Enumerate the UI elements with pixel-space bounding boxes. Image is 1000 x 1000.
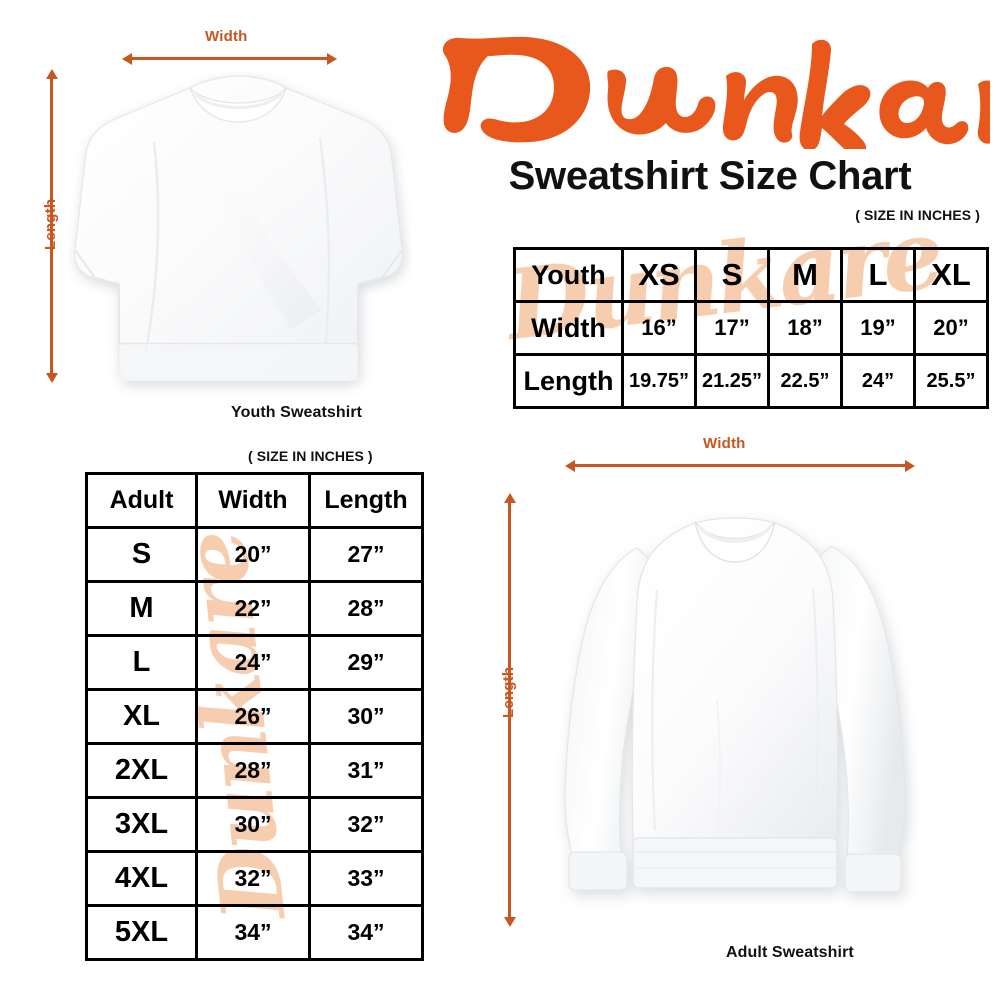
adult-width-2xl: 28” <box>195 742 311 799</box>
chart-title: Sweatshirt Size Chart <box>508 154 912 198</box>
youth-length-arrow <box>45 69 58 383</box>
youth-width-xl: 20” <box>913 300 989 356</box>
adult-size-table: Adult Width Length S 20” 27” M 22” 28” L… <box>85 472 424 961</box>
youth-length-s: 21.25” <box>694 353 770 409</box>
adult-width-5xl: 34” <box>195 904 311 961</box>
youth-sweatshirt-image <box>62 72 412 397</box>
youth-width-m: 18” <box>767 300 843 356</box>
table-row: Adult Width Length <box>85 472 424 529</box>
adult-col-size: Adult <box>85 472 198 529</box>
adult-size-5xl: 5XL <box>85 904 198 961</box>
adult-width-s: 20” <box>195 526 311 583</box>
adult-length-2xl: 31” <box>308 742 424 799</box>
youth-length-l: 24” <box>840 353 916 409</box>
adult-length-3xl: 32” <box>308 796 424 853</box>
adult-length-l: 29” <box>308 634 424 691</box>
adult-col-length: Length <box>308 472 424 529</box>
table-row: 5XL 34” 34” <box>85 904 424 961</box>
youth-length-xs: 19.75” <box>621 353 697 409</box>
adult-length-xl: 30” <box>308 688 424 745</box>
adult-width-l: 24” <box>195 634 311 691</box>
table-row: 4XL 32” 33” <box>85 850 424 907</box>
adult-width-arrow <box>565 459 915 472</box>
table-row: Length 19.75” 21.25” 22.5” 24” 25.5” <box>513 353 989 409</box>
table-row: Width 16” 17” 18” 19” 20” <box>513 300 989 356</box>
adult-length-arrow <box>503 493 516 927</box>
table-row: XL 26” 30” <box>85 688 424 745</box>
adult-length-label: Length <box>500 666 517 718</box>
table-row: Youth XS S M L XL <box>513 247 989 303</box>
youth-width-row-label: Width <box>513 300 624 356</box>
adult-width-3xl: 30” <box>195 796 311 853</box>
adult-length-m: 28” <box>308 580 424 637</box>
adult-size-4xl: 4XL <box>85 850 198 907</box>
youth-table-row-header: Youth <box>513 247 624 303</box>
adult-col-width: Width <box>195 472 311 529</box>
table-row: 3XL 30” 32” <box>85 796 424 853</box>
youth-width-l: 19” <box>840 300 916 356</box>
youth-width-xs: 16” <box>621 300 697 356</box>
adult-length-5xl: 34” <box>308 904 424 961</box>
adult-size-l: L <box>85 634 198 691</box>
youth-length-label: Length <box>42 198 59 250</box>
table-row: M 22” 28” <box>85 580 424 637</box>
youth-width-label: Width <box>205 28 248 45</box>
youth-width-arrow <box>122 52 337 65</box>
header-size-note: ( SIZE IN INCHES ) <box>855 207 980 223</box>
table-row: L 24” 29” <box>85 634 424 691</box>
youth-size-m: M <box>767 247 843 303</box>
youth-size-table: Youth XS S M L XL Width 16” 17” 18” 19” … <box>513 247 989 409</box>
adult-sweatshirt-caption: Adult Sweatshirt <box>726 944 854 961</box>
adult-sweatshirt-image <box>545 500 945 930</box>
youth-size-note: ( SIZE IN INCHES ) <box>248 448 373 464</box>
youth-sweatshirt-caption: Youth Sweatshirt <box>231 404 363 421</box>
adult-width-m: 22” <box>195 580 311 637</box>
adult-width-xl: 26” <box>195 688 311 745</box>
youth-length-m: 22.5” <box>767 353 843 409</box>
youth-size-s: S <box>694 247 770 303</box>
table-row: S 20” 27” <box>85 526 424 583</box>
brand-header: Sweatshirt Size Chart ( SIZE IN INCHES ) <box>430 24 1000 229</box>
youth-width-s: 17” <box>694 300 770 356</box>
adult-size-2xl: 2XL <box>85 742 198 799</box>
adult-size-3xl: 3XL <box>85 796 198 853</box>
adult-size-s: S <box>85 526 198 583</box>
youth-size-xs: XS <box>621 247 697 303</box>
adult-length-4xl: 33” <box>308 850 424 907</box>
adult-width-4xl: 32” <box>195 850 311 907</box>
table-row: 2XL 28” 31” <box>85 742 424 799</box>
adult-size-xl: XL <box>85 688 198 745</box>
dunkare-logo <box>430 24 1000 157</box>
youth-size-xl: XL <box>913 247 989 303</box>
youth-size-l: L <box>840 247 916 303</box>
adult-size-m: M <box>85 580 198 637</box>
youth-length-row-label: Length <box>513 353 624 409</box>
adult-width-label: Width <box>703 435 746 452</box>
youth-length-xl: 25.5” <box>913 353 989 409</box>
adult-length-s: 27” <box>308 526 424 583</box>
